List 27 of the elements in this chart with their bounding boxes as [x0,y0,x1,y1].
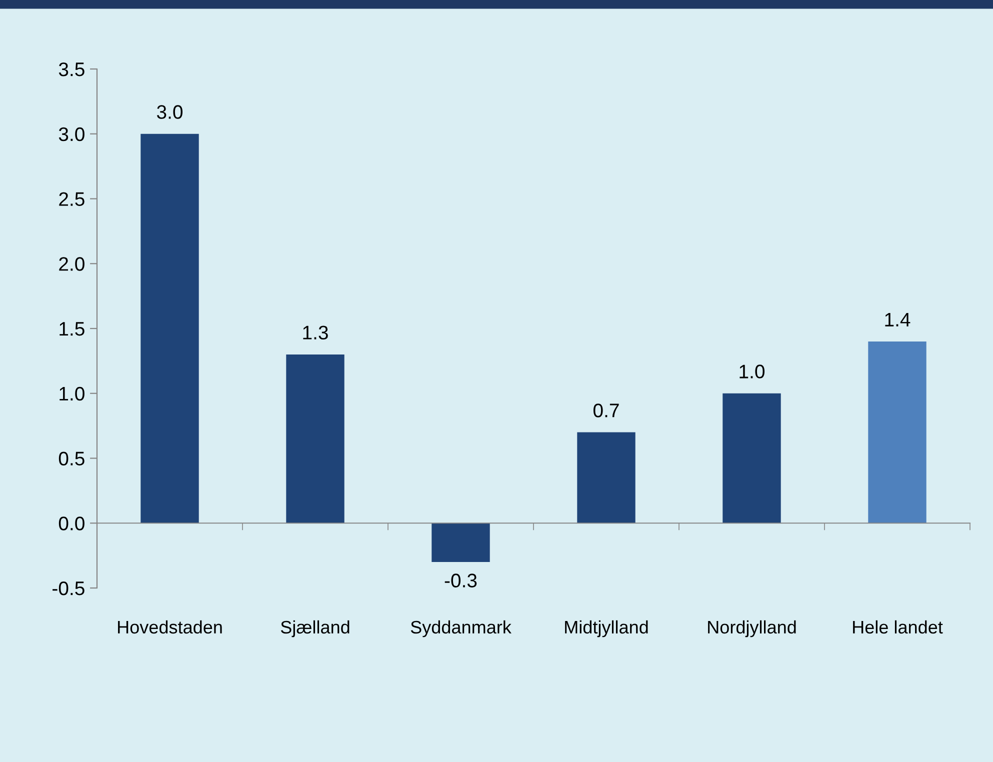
y-tick-label: 2.5 [59,192,84,206]
x-tick-label: Hovedstaden [118,620,222,634]
y-tick-label: 3.0 [58,127,84,142]
data-label: 1.4 [885,312,910,326]
x-tick-label: Midtjylland [565,620,648,638]
y-tick-label: 3.5 [58,62,84,76]
y-tick-label: 1.5 [60,322,84,336]
x-tick-label: Nordjylland [708,620,796,638]
y-tick-label: 0.5 [58,452,84,466]
bar [286,354,344,524]
data-label: 3.0 [156,105,183,119]
x-tick-label: Syddanmark [410,620,512,638]
data-label: 0.7 [593,404,619,418]
x-tick-label: Sjælland [280,620,350,638]
data-label: 1.0 [740,364,765,378]
y-tick-label: 2.0 [59,257,84,271]
y-tick-label: -0.5 [52,581,84,596]
data-label: 1.3 [303,326,328,340]
bar [577,432,636,524]
bar [140,134,199,524]
y-tick-label: 0.0 [58,516,84,530]
bar [722,393,781,524]
y-tick-label: 1.0 [60,386,84,401]
x-tick-label: Hele landet [853,620,943,634]
data-label: -0.3 [444,574,477,588]
bar [432,523,490,562]
bar [868,341,926,524]
